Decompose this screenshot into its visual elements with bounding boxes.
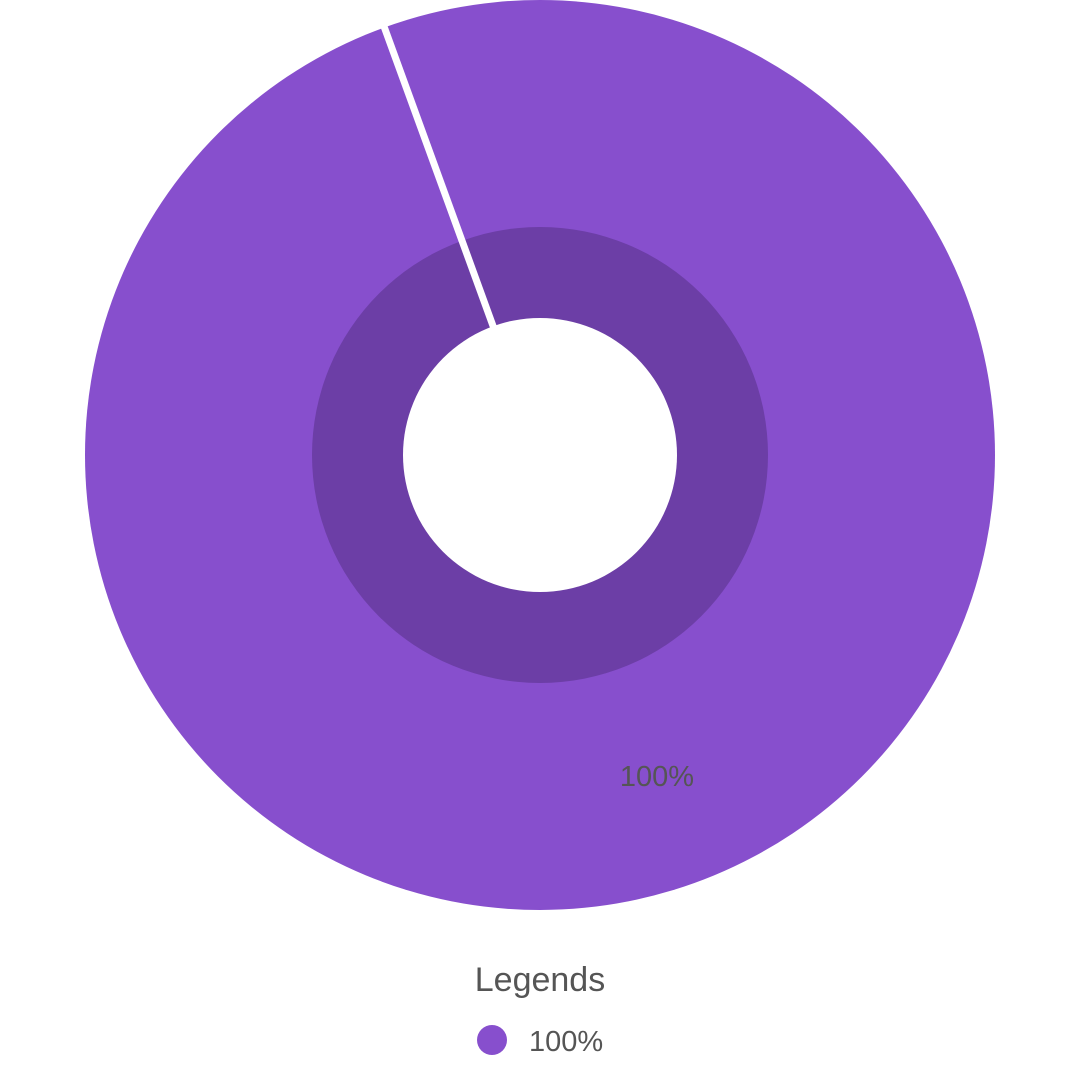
slices-layer [85,0,995,910]
legend-label: 100% [529,1026,603,1058]
legend-item: 100% [477,1025,603,1058]
legend-items: 100% [477,1025,603,1058]
legend-swatch [477,1025,507,1055]
legend-title: Legends [475,961,605,999]
donut-hole [403,318,677,592]
slice-separator [380,24,498,332]
slice-label: 100% [620,761,694,793]
slice-labels-layer: 100% [620,761,694,793]
legend: Legends 100% [475,961,605,1058]
